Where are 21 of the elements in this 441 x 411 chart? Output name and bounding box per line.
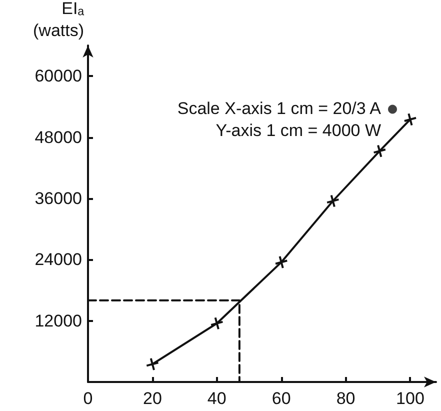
y-tick-label: 12000 bbox=[34, 311, 82, 330]
point bbox=[403, 112, 418, 126]
x-tick-label: 80 bbox=[336, 389, 356, 408]
y-tick-label: 48000 bbox=[34, 128, 82, 147]
x-tick-label: 60 bbox=[272, 389, 291, 408]
y-axis-title: EIₐ (watts) bbox=[33, 0, 85, 40]
x-tick-label: 0 bbox=[83, 389, 93, 408]
y-tick-label: 24000 bbox=[34, 250, 82, 270]
point bbox=[210, 316, 224, 330]
x-tick-label: 100 bbox=[396, 389, 424, 408]
point bbox=[274, 255, 288, 269]
point bbox=[372, 144, 386, 158]
y-tick-label: 60000 bbox=[34, 66, 82, 86]
point bbox=[388, 104, 397, 114]
point bbox=[146, 357, 160, 371]
point bbox=[326, 194, 340, 208]
annotation: Scale X-axis 1 cm = 20/3 A bbox=[177, 99, 382, 118]
x-tick-label: 20 bbox=[142, 389, 162, 408]
y-tick-label: 36000 bbox=[34, 188, 82, 208]
x-tick-label: 40 bbox=[207, 389, 226, 408]
annotation: Y-axis 1 cm = 4000 W bbox=[216, 121, 381, 140]
